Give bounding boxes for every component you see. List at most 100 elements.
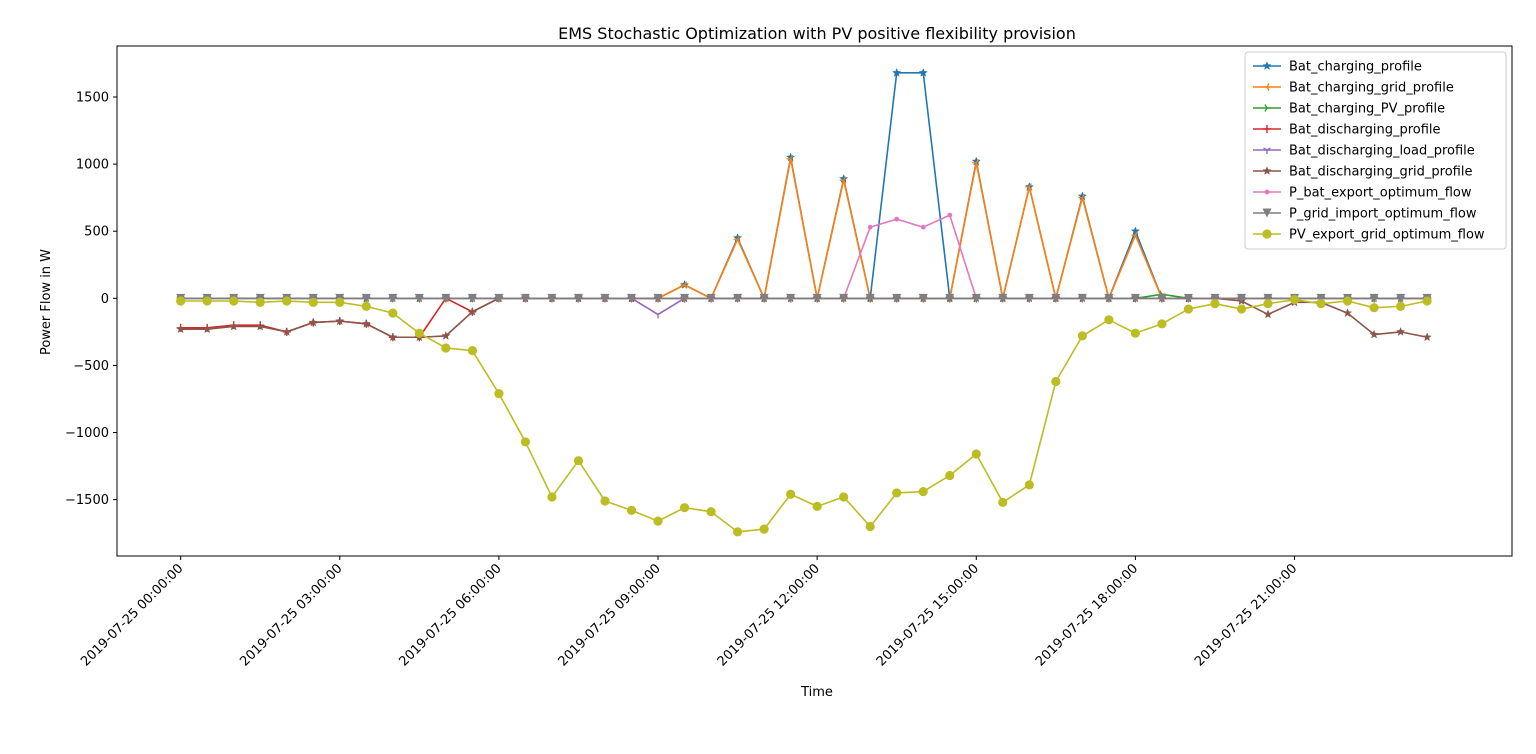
x-tick-label: 2019-07-25 12:00:00 [715,561,823,669]
data-point-pv-export-grid-optimum-flow-27 [892,488,902,498]
y-tick-label: 1500 [76,91,109,106]
legend-label: P_bat_export_optimum_flow [1289,186,1472,201]
data-point-p-grid-import-optimum-flow-31 [998,293,1008,303]
data-point-bat-discharging-load-profile-18 [654,311,662,319]
data-point-p-grid-import-optimum-flow-11 [467,293,477,303]
data-point-p-grid-import-optimum-flow-25 [839,293,849,303]
data-point-bat-discharging-grid-profile-0 [175,324,186,334]
data-point-pv-export-grid-optimum-flow-1 [202,296,212,306]
data-point-pv-export-grid-optimum-flow-28 [918,486,928,497]
y-axis-label: Power Flow in W [39,249,54,355]
data-point-p-grid-import-optimum-flow-35 [1104,293,1114,303]
data-point-pv-export-grid-optimum-flow-32 [1024,480,1034,490]
data-point-pv-export-grid-optimum-flow-8 [388,308,398,318]
data-point-bat-discharging-grid-profile-45 [1369,329,1379,339]
data-point-p-grid-import-optimum-flow-22 [759,293,769,303]
legend-swatch-marker [1263,125,1271,133]
data-point-p-grid-import-optimum-flow-12 [494,293,504,303]
data-point-pv-export-grid-optimum-flow-20 [706,507,716,517]
data-point-bat-charging-grid-profile-23 [786,154,794,163]
data-point-pv-export-grid-optimum-flow-33 [1051,376,1061,387]
data-point-p-grid-import-optimum-flow-20 [706,293,716,303]
series-line-pv-export-grid-optimum-flow [180,298,1428,533]
data-point-bat-discharging-grid-profile-11 [467,306,478,316]
data-point-p-grid-import-optimum-flow-15 [573,293,583,303]
data-point-pv-export-grid-optimum-flow-23 [786,489,796,499]
legend-item-bat-discharging-grid-profile: Bat_discharging_grid_profile [1253,165,1472,180]
legend-label: Bat_discharging_load_profile [1289,144,1475,159]
data-point-p-bat-export-optimum-flow-28 [920,224,926,230]
data-point-p-bat-export-optimum-flow-29 [947,212,953,218]
data-point-p-grid-import-optimum-flow-39 [1210,293,1220,303]
data-point-p-grid-import-optimum-flow-38 [1183,293,1193,303]
data-point-pv-export-grid-optimum-flow-18 [653,516,663,526]
data-point-pv-export-grid-optimum-flow-9 [414,328,424,338]
data-point-bat-discharging-grid-profile-44 [1342,308,1353,318]
data-point-pv-export-grid-optimum-flow-40 [1236,304,1247,314]
data-point-pv-export-grid-optimum-flow-41 [1263,299,1273,309]
data-point-pv-export-grid-optimum-flow-38 [1183,304,1194,314]
legend-label: Bat_discharging_grid_profile [1289,165,1472,180]
data-point-p-bat-export-optimum-flow-26 [867,224,873,230]
data-point-pv-export-grid-optimum-flow-42 [1289,295,1300,305]
data-point-p-grid-import-optimum-flow-24 [812,293,822,303]
data-point-bat-discharging-grid-profile-41 [1263,309,1273,319]
data-point-p-grid-import-optimum-flow-18 [653,293,663,303]
data-point-pv-export-grid-optimum-flow-21 [732,527,743,537]
data-point-pv-export-grid-optimum-flow-14 [547,492,557,502]
y-tick-label: 1000 [76,158,109,173]
data-point-pv-export-grid-optimum-flow-36 [1130,328,1141,338]
data-point-pv-export-grid-optimum-flow-17 [626,505,637,515]
x-tick-label: 2019-07-25 18:00:00 [1033,561,1141,669]
x-tick-label: 2019-07-25 00:00:00 [78,561,186,669]
data-point-bat-charging-grid-profile-25 [839,176,847,185]
data-point-pv-export-grid-optimum-flow-39 [1210,299,1220,309]
legend-item-p-grid-import-optimum-flow: P_grid_import_optimum_flow [1253,207,1477,222]
data-point-p-grid-import-optimum-flow-9 [414,293,424,303]
data-point-pv-export-grid-optimum-flow-26 [865,521,875,532]
data-point-p-grid-import-optimum-flow-43 [1316,293,1326,303]
data-point-bat-charging-grid-profile-21 [733,235,741,244]
legend-swatch-marker [1263,147,1271,154]
legend-swatch-marker [1262,166,1272,175]
legend-item-bat-charging-pv-profile: Bat_charging_PV_profile [1253,102,1445,117]
data-point-p-grid-import-optimum-flow-40 [1236,293,1246,303]
data-point-pv-export-grid-optimum-flow-19 [679,503,690,513]
x-tick-label: 2019-07-25 21:00:00 [1192,561,1300,669]
data-point-p-grid-import-optimum-flow-41 [1263,293,1273,303]
data-point-bat-charging-grid-profile-19 [680,281,688,289]
data-point-p-grid-import-optimum-flow-27 [892,293,902,303]
data-point-p-grid-import-optimum-flow-10 [441,293,451,303]
y-tick-label: −1000 [65,426,109,441]
data-point-p-bat-export-optimum-flow-27 [894,216,900,222]
data-point-pv-export-grid-optimum-flow-45 [1369,303,1379,313]
legend-swatch-marker [1262,208,1272,218]
legend-swatch-marker [1264,189,1270,195]
data-point-pv-export-grid-optimum-flow-16 [600,496,610,506]
legend-item-bat-discharging-load-profile: Bat_discharging_load_profile [1253,144,1475,159]
data-point-bat-discharging-grid-profile-3 [255,321,265,331]
legend-swatch-marker [1262,229,1272,239]
plot-frame [116,45,1513,557]
series-bat-charging-grid-profile [176,154,1430,303]
data-point-pv-export-grid-optimum-flow-10 [441,343,451,353]
data-point-bat-discharging-grid-profile-6 [335,316,345,326]
data-point-bat-charging-grid-profile-34 [1078,193,1085,202]
data-point-pv-export-grid-optimum-flow-31 [998,497,1008,507]
data-point-pv-export-grid-optimum-flow-6 [335,297,345,307]
series-line-bat-charging-grid-profile [180,157,1428,300]
data-point-p-grid-import-optimum-flow-7 [361,293,371,303]
y-tick-label: 500 [84,225,109,240]
data-point-pv-export-grid-optimum-flow-34 [1077,331,1087,341]
x-tick-label: 2019-07-25 09:00:00 [556,561,664,669]
data-point-bat-discharging-grid-profile-47 [1422,332,1432,342]
legend-label: Bat_discharging_profile [1289,123,1441,138]
legend-label: Bat_charging_PV_profile [1289,102,1445,117]
data-point-p-grid-import-optimum-flow-46 [1396,293,1406,303]
data-point-pv-export-grid-optimum-flow-5 [308,297,318,307]
data-point-pv-export-grid-optimum-flow-15 [573,456,584,466]
data-point-pv-export-grid-optimum-flow-46 [1396,301,1406,311]
data-point-bat-charging-grid-profile-30 [972,158,979,167]
